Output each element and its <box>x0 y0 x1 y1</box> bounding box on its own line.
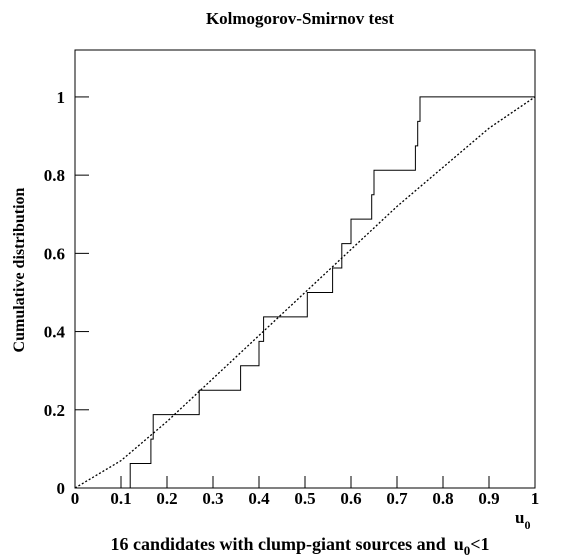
x-axis-label-sub: 0 <box>524 518 530 532</box>
y-tick-label: 1 <box>57 88 66 107</box>
x-tick-label: 0.2 <box>156 489 177 508</box>
step-line <box>75 96 535 489</box>
x-tick-label: 0 <box>71 489 80 508</box>
y-tick-label: 0.2 <box>44 401 65 420</box>
x-tick-label: 0.3 <box>202 489 223 508</box>
y-tick-label: 0 <box>57 479 66 498</box>
caption-var: u <box>454 534 464 554</box>
y-tick-label: 0.8 <box>44 166 65 185</box>
caption-cond: <1 <box>470 534 489 554</box>
y-axis-label: Cumulative distribution <box>11 187 28 352</box>
chart-title: Kolmogorov-Smirnov test <box>206 9 394 28</box>
x-axis-label: u0 <box>515 508 530 532</box>
x-tick-label: 0.8 <box>432 489 453 508</box>
x-axis-label-main: u <box>515 508 524 527</box>
x-tick-label: 0.1 <box>110 489 131 508</box>
y-tick-label: 0.6 <box>44 244 65 263</box>
x-tick-label: 0.6 <box>340 489 361 508</box>
x-tick-label: 0.7 <box>386 489 408 508</box>
y-tick-label: 0.4 <box>44 323 66 342</box>
caption: 16 candidates with clump-giant sources a… <box>111 534 490 557</box>
caption-sub: 0 <box>464 543 471 557</box>
x-tick-label: 1 <box>531 489 540 508</box>
x-tick-label: 0.5 <box>294 489 315 508</box>
dotted-line <box>74 96 536 489</box>
x-tick-label: 0.4 <box>248 489 270 508</box>
caption-text: 16 candidates with clump-giant sources a… <box>111 534 446 554</box>
plot-frame <box>74 49 536 489</box>
x-tick-label: 0.9 <box>478 489 499 508</box>
